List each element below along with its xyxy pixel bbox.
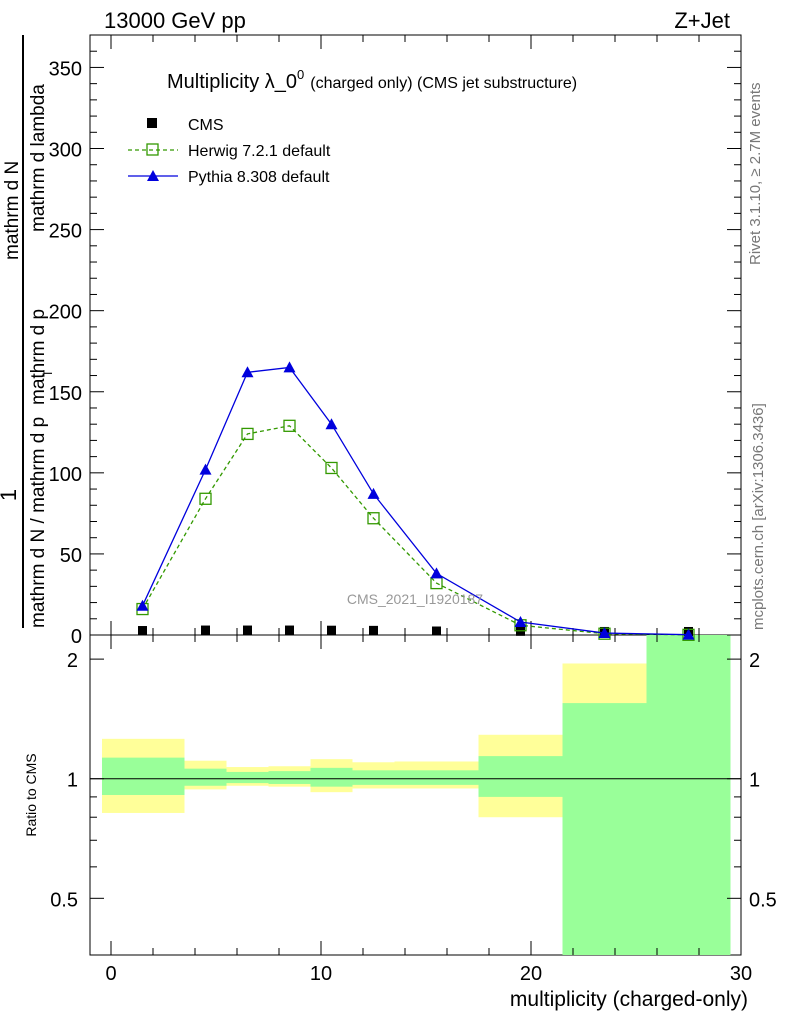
ylabel-line-1: mathrm d N — [2, 161, 23, 260]
ratio-band-inner-8 — [562, 703, 647, 955]
xtick-label-30: 30 — [730, 963, 752, 985]
point-pythia-3 — [283, 361, 296, 373]
point-herwig-5 — [367, 512, 380, 525]
main-ytick-label-150: 150 — [49, 383, 82, 405]
legend-label-cms: CMS — [188, 117, 224, 134]
main-ytick-label-200: 200 — [49, 302, 82, 324]
legend: CMS Herwig 7.2.1 default Pythia 8.308 de… — [128, 117, 331, 186]
main-title: Multiplicity λ_00 (charged only) (CMS jet… — [167, 67, 577, 93]
ratio-band-inner-5 — [352, 770, 395, 785]
ratio-ytick-label-0.5: 0.5 — [50, 889, 78, 911]
point-herwig-3 — [283, 419, 296, 432]
ylabel-line-4: mathrm d lambda — [28, 84, 49, 232]
point-pythia-2 — [241, 366, 254, 378]
ylabel-line-2: mathrm d p — [28, 309, 49, 405]
header-right: Z+Jet — [674, 8, 730, 33]
xtick-label-10: 10 — [310, 963, 332, 985]
main-title-text: Multiplicity λ_0 — [167, 71, 297, 93]
legend-marker-pythia — [147, 170, 159, 181]
mcplots-label: mcplots.cern.ch [arXiv:1306.3436] — [750, 403, 767, 630]
ratio-frame — [89, 634, 742, 956]
ratio-band-inner-7 — [478, 756, 563, 797]
ratio-bands — [102, 635, 731, 955]
header-left: 13000 GeV pp — [104, 8, 246, 33]
point-cms-4 — [327, 625, 336, 635]
ylabel-line-0: mathrm d N / mathrm d p — [28, 417, 49, 628]
main-axes: 0 50 100 150 200 250 300 350 — [49, 50, 741, 648]
ratio-ytick-label-1: 1 — [67, 770, 78, 792]
main-ytick-label-350: 350 — [49, 58, 82, 80]
point-cms-0 — [138, 626, 147, 636]
legend-marker-cms — [147, 118, 157, 128]
ratio-band-inner-4 — [310, 767, 353, 787]
ylabel-outer: 1 — [0, 489, 21, 501]
point-pythia-1 — [199, 463, 212, 475]
point-cms-1 — [201, 625, 210, 635]
point-pythia-6 — [430, 567, 443, 579]
main-ytick-label-300: 300 — [49, 140, 82, 162]
point-cms-5 — [369, 625, 378, 635]
ratio-ytick-label-right-2: 2 — [749, 650, 760, 672]
ylabel-line-3: T — [41, 369, 55, 377]
legend-label-herwig: Herwig 7.2.1 default — [188, 143, 331, 160]
point-cms-3 — [285, 625, 294, 635]
xtick-label-20: 20 — [520, 963, 542, 985]
point-herwig-4 — [325, 461, 338, 475]
main-ytick-label-100: 100 — [49, 464, 82, 486]
point-cms-6 — [432, 626, 441, 636]
point-pythia-8 — [598, 627, 611, 639]
series-layer — [136, 361, 695, 641]
main-title-sup: 0 — [297, 67, 304, 82]
ratio-ytick-label-2: 2 — [67, 650, 78, 672]
watermark: CMS_2021_I1920187 — [347, 591, 483, 607]
ratio-ylabel: Ratio to CMS — [23, 753, 39, 836]
ratio-band-inner-6 — [394, 770, 479, 785]
ratio-band-inner-1 — [184, 768, 227, 786]
point-pythia-0 — [136, 599, 149, 611]
ratio-ytick-label-right-1: 1 — [749, 770, 760, 792]
point-cms-2 — [243, 625, 252, 635]
ratio-band-inner-3 — [268, 771, 311, 784]
ratio-ytick-label-right-0.5: 0.5 — [749, 889, 777, 911]
ratio-band-inner-0 — [102, 757, 185, 795]
point-herwig-2 — [241, 427, 254, 441]
point-pythia-7 — [514, 616, 527, 628]
xtick-label-0: 0 — [105, 963, 116, 985]
ratio-band-inner-9 — [646, 635, 731, 955]
xlabel: multiplicity (charged-only) — [510, 988, 748, 1011]
main-ylabel: 1 mathrm d N / mathrm d p mathrm d N mat… — [0, 35, 55, 628]
series-line-herwig — [141, 425, 689, 636]
ratio-axes: 0.5 0.5 1 1 2 2 — [50, 650, 777, 911]
main-title-small: (charged only) (CMS jet substructure) — [310, 75, 577, 92]
legend-marker-herwig — [146, 143, 159, 156]
main-ytick-label-0: 0 — [71, 626, 82, 648]
point-pythia-4 — [325, 418, 338, 430]
main-ytick-label-250: 250 — [49, 221, 82, 243]
point-pythia-9 — [682, 628, 695, 640]
legend-label-pythia: Pythia 8.308 default — [188, 169, 330, 186]
rivet-label: Rivet 3.1.10, ≥ 2.7M events — [747, 83, 764, 266]
point-pythia-5 — [367, 487, 380, 499]
x-axis: 0 10 20 30 — [105, 35, 752, 985]
ratio-band-inner-2 — [226, 771, 269, 784]
main-ytick-label-50: 50 — [60, 545, 82, 567]
series-line-pythia — [141, 366, 689, 636]
point-herwig-1 — [199, 492, 212, 505]
